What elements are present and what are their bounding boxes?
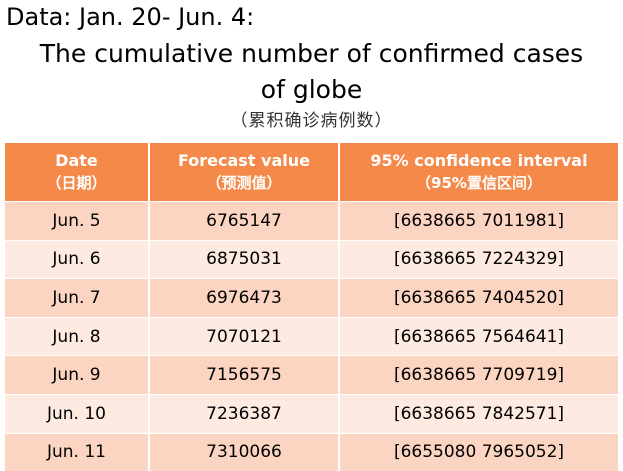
- table-row: Jun. 5 6765147 [6638665 7011981]: [5, 201, 618, 241]
- confidence-interval-cell: [6638665 7564641]: [339, 316, 618, 356]
- subtitle: （累积确诊病例数）: [230, 111, 393, 131]
- date-cell: Jun. 5: [5, 201, 150, 241]
- data-range-label: Data: Jan. 20- Jun. 4:: [6, 3, 255, 31]
- confidence-interval-cell: [6638665 7224329]: [339, 239, 618, 279]
- date-cell: Jun. 8: [5, 316, 150, 356]
- date-cell: Jun. 10: [5, 393, 150, 434]
- title-line-1: The cumulative number of confirmed cases: [39, 39, 584, 68]
- table-row: Jun. 10 7236387 [6638665 7842571]: [5, 393, 618, 434]
- forecast-cell: 7310066: [149, 432, 340, 471]
- confidence-interval-cell: [6638665 7709719]: [339, 355, 618, 395]
- column-header-forecast: Forecast value （预测值）: [149, 143, 340, 202]
- forecast-cell: 6875031: [149, 239, 340, 279]
- title-line-2: of globe: [260, 75, 363, 104]
- column-header-sublabel: （日期）: [46, 174, 107, 192]
- date-cell: Jun. 6: [5, 239, 150, 279]
- column-header-label: Date: [55, 151, 98, 170]
- confidence-interval-cell: [6638665 7011981]: [339, 201, 618, 241]
- date-cell: Jun. 11: [5, 432, 150, 471]
- confidence-interval-cell: [6655080 7965052]: [339, 432, 618, 471]
- confidence-interval-cell: [6638665 7404520]: [339, 278, 618, 318]
- forecast-cell: 6765147: [149, 201, 340, 241]
- date-cell: Jun. 7: [5, 278, 150, 318]
- forecast-cell: 7070121: [149, 316, 340, 356]
- column-header-confidence-interval: 95% confidence interval （95%置信区间）: [339, 143, 618, 202]
- forecast-cell: 6976473: [149, 278, 340, 318]
- table-row: Jun. 11 7310066 [6655080 7965052]: [5, 432, 618, 471]
- column-header-date: Date （日期）: [5, 143, 150, 202]
- column-header-sublabel: （95%置信区间）: [416, 174, 542, 192]
- column-header-label: 95% confidence interval: [370, 151, 588, 170]
- table-row: Jun. 8 7070121 [6638665 7564641]: [5, 316, 618, 356]
- forecast-cell: 7156575: [149, 355, 340, 395]
- table-row: Jun. 6 6875031 [6638665 7224329]: [5, 239, 618, 279]
- column-header-label: Forecast value: [178, 151, 310, 170]
- table-header-row: Date （日期） Forecast value （预测值） 95% confi…: [5, 143, 618, 202]
- column-header-sublabel: （预测值）: [206, 174, 282, 192]
- forecast-table: Date （日期） Forecast value （预测值） 95% confi…: [5, 143, 618, 471]
- confidence-interval-cell: [6638665 7842571]: [339, 393, 618, 434]
- table-row: Jun. 7 6976473 [6638665 7404520]: [5, 278, 618, 318]
- date-cell: Jun. 9: [5, 355, 150, 395]
- forecast-cell: 7236387: [149, 393, 340, 434]
- table-row: Jun. 9 7156575 [6638665 7709719]: [5, 355, 618, 395]
